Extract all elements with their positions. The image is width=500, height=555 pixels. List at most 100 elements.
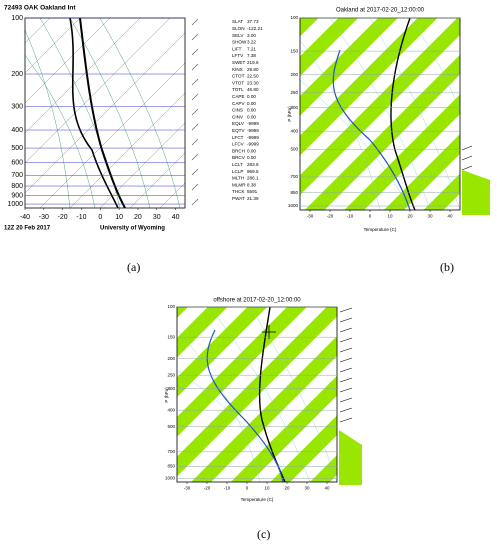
wind-barbs bbox=[339, 307, 353, 423]
y-tick-label: 250 bbox=[290, 90, 298, 95]
index-value: 0.00 bbox=[247, 108, 256, 113]
panel-label: (c) bbox=[257, 527, 270, 541]
stripe-extension bbox=[339, 430, 362, 485]
x-tick-label: 30 bbox=[153, 214, 161, 221]
index-name: SHOW bbox=[232, 40, 247, 45]
y-tick-label: 900 bbox=[11, 192, 23, 199]
y-tick-label: 300 bbox=[11, 104, 23, 111]
y-tick-label: 800 bbox=[11, 183, 23, 190]
index-value: 7.38 bbox=[247, 53, 256, 58]
panel-title: Oakland at 2017-02-20_12:00:00 bbox=[336, 8, 425, 14]
index-name: SLON bbox=[232, 26, 245, 31]
y-tick-label: 200 bbox=[290, 72, 298, 77]
index-value: 3.22 bbox=[247, 40, 256, 45]
index-value: 3.00 bbox=[247, 33, 256, 38]
index-value: 969.5 bbox=[247, 169, 259, 174]
index-value: -9999 bbox=[247, 128, 259, 133]
x-tick-label: 0 bbox=[98, 214, 102, 221]
index-name: CINS bbox=[232, 108, 243, 113]
y-tick-label: 100 bbox=[11, 15, 23, 22]
y-tick-label: 150 bbox=[167, 334, 175, 339]
skewt-background bbox=[300, 18, 460, 210]
x-tick-label: 20 bbox=[134, 214, 142, 221]
index-value: 23.30 bbox=[247, 80, 259, 85]
index-value: -9999 bbox=[247, 135, 259, 140]
y-tick-label: 300 bbox=[290, 105, 298, 110]
x-tick-label: 10 bbox=[264, 486, 270, 491]
x-tick-label: 0 bbox=[246, 486, 249, 491]
x-tick-label: 20 bbox=[284, 486, 290, 491]
y-tick-label: 250 bbox=[167, 372, 175, 377]
index-name: CAPE bbox=[232, 94, 245, 99]
index-name: LCLT bbox=[232, 162, 243, 167]
index-value: 219.6 bbox=[247, 60, 259, 65]
y-tick-label: 100 bbox=[167, 304, 175, 309]
index-name: PWAT bbox=[232, 196, 245, 201]
index-name: LFCT bbox=[232, 135, 244, 140]
x-tick-label: -30 bbox=[307, 214, 314, 219]
index-name: THCK bbox=[232, 189, 245, 194]
index-value: 0.00 bbox=[247, 114, 256, 119]
x-tick-label: -10 bbox=[224, 486, 231, 491]
index-name: SLAT bbox=[232, 19, 243, 24]
index-value: 22.50 bbox=[247, 74, 259, 79]
y-axis-label: P (hPa) bbox=[287, 106, 292, 122]
y-tick-label: 1000 bbox=[288, 203, 299, 208]
y-tick-label: 100 bbox=[290, 15, 298, 20]
index-value: 286.1 bbox=[247, 176, 259, 181]
y-tick-label: 500 bbox=[11, 145, 23, 152]
panel-label: (a) bbox=[127, 260, 140, 274]
x-axis-label: Temperature (C) bbox=[364, 227, 397, 232]
y-tick-label: 850 bbox=[167, 463, 175, 468]
x-tick-label: 40 bbox=[324, 486, 330, 491]
x-axis-label: Temperature (C) bbox=[241, 497, 274, 502]
stripe-extension bbox=[462, 170, 490, 215]
x-tick-label: 20 bbox=[407, 214, 413, 219]
index-name: KINX bbox=[232, 67, 243, 72]
y-tick-label: 150 bbox=[290, 48, 298, 53]
index-name: EQLV bbox=[232, 121, 245, 126]
index-name: TOTL bbox=[232, 87, 244, 92]
index-value: -122.21 bbox=[247, 26, 263, 31]
index-name: CAPV bbox=[232, 101, 245, 106]
y-tick-label: 1000 bbox=[165, 476, 176, 481]
index-name: CTOT bbox=[232, 74, 245, 79]
x-tick-label: -10 bbox=[76, 214, 86, 221]
index-value: 7.21 bbox=[247, 46, 256, 51]
dewpoint-curve bbox=[206, 329, 284, 482]
skewt-background bbox=[177, 307, 337, 482]
y-tick-label: 1000 bbox=[7, 201, 23, 208]
skewt-grid bbox=[25, 18, 185, 208]
panel-title: offshore at 2017-02-20_12:00:00 bbox=[213, 298, 301, 304]
x-tick-label: -20 bbox=[58, 214, 68, 221]
x-tick-label: 40 bbox=[447, 214, 453, 219]
index-value: 5591 bbox=[247, 189, 258, 194]
x-tick-label: -30 bbox=[184, 486, 191, 491]
temperature-curve bbox=[390, 18, 416, 210]
cursor bbox=[262, 325, 276, 339]
y-tick-label: 200 bbox=[11, 71, 23, 78]
index-value: 45.80 bbox=[247, 87, 259, 92]
index-value: 37.73 bbox=[247, 19, 259, 24]
index-name: SWET bbox=[232, 60, 245, 65]
y-tick-label: 600 bbox=[11, 160, 23, 167]
dewpoint-curve bbox=[69, 18, 119, 208]
index-name: VTOT bbox=[232, 80, 244, 85]
y-tick-label: 300 bbox=[167, 386, 175, 391]
index-value: 0.00 bbox=[247, 94, 256, 99]
x-tick-label: 30 bbox=[304, 486, 310, 491]
index-name: LFCV bbox=[232, 142, 245, 147]
index-value: 0.00 bbox=[247, 155, 256, 160]
index-name: CINV bbox=[232, 114, 244, 119]
panel-title: 72493 OAK Oakland Int bbox=[4, 5, 76, 12]
temperature-curve bbox=[79, 18, 126, 208]
footer-right: University of Wyoming bbox=[100, 226, 165, 232]
index-name: SELV bbox=[232, 33, 244, 38]
index-value: 8.38 bbox=[247, 182, 256, 187]
y-tick-label: 700 bbox=[167, 449, 175, 454]
x-tick-label: -10 bbox=[347, 214, 354, 219]
footer-left: 12Z 20 Feb 2017 bbox=[4, 226, 51, 232]
y-tick-label: 400 bbox=[11, 127, 23, 134]
y-tick-label: 700 bbox=[290, 174, 298, 179]
